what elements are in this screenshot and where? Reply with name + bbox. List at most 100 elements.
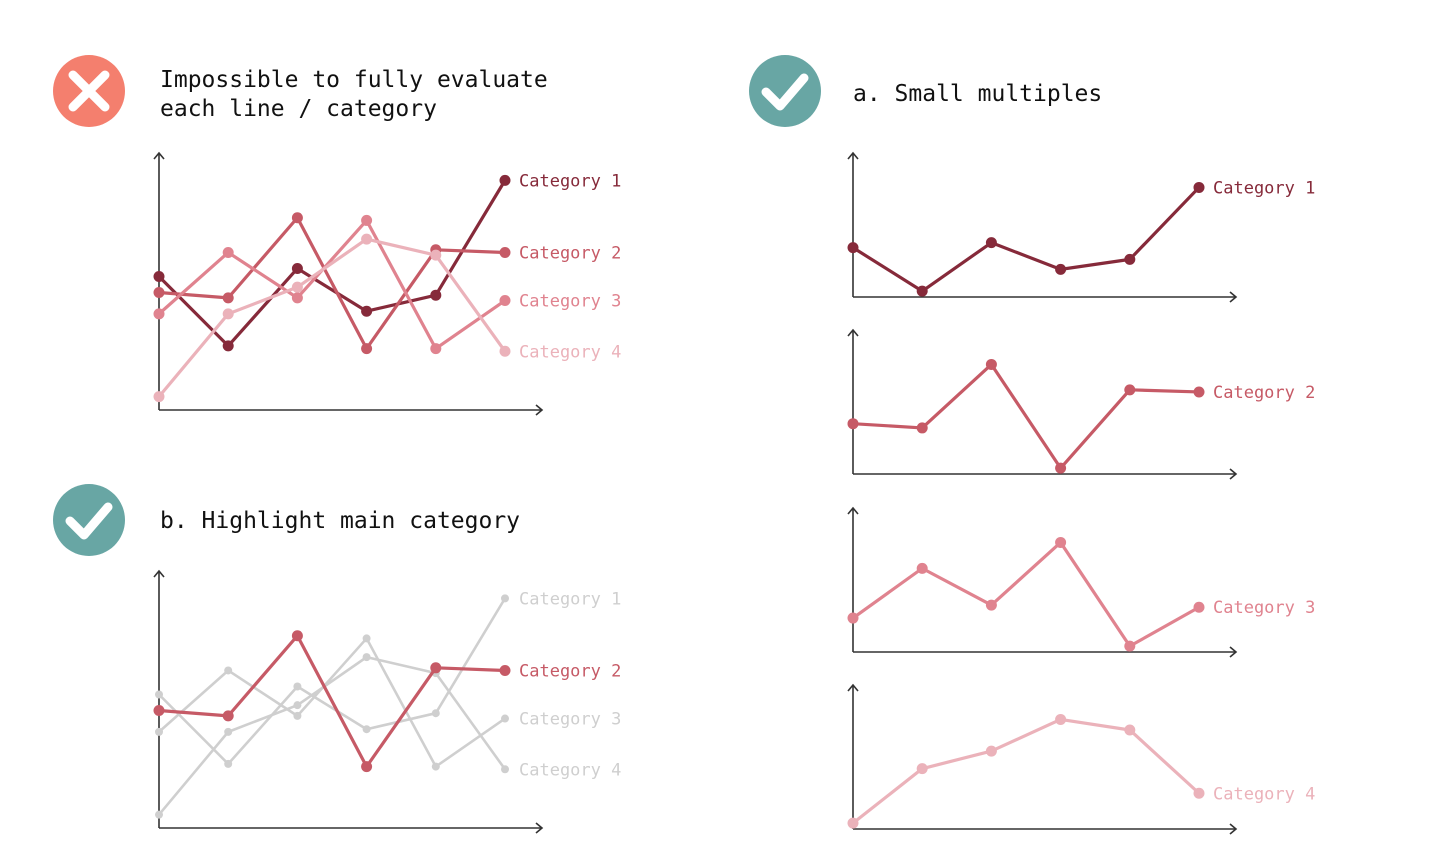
small-multiple-1: Category 1 [847,178,1315,297]
category-3-point [1055,536,1067,548]
category-4-point [155,810,163,819]
category-4-point [1193,787,1205,799]
category-1-point [224,759,233,768]
category-4-series: Category 4 [155,653,621,819]
category-2-point [847,418,859,430]
category-4-point [293,701,302,710]
category-4-point [501,765,509,774]
category-2-point [222,292,234,304]
small-multiple-1-axes [847,151,1238,303]
category-4-label: Category 4 [519,760,621,780]
small-multiple-2-axes [847,328,1238,480]
category-1-point [291,262,303,274]
category-4-point [153,391,165,403]
small-multiple-3: Category 3 [847,536,1315,652]
small-multiples-title: a. Small multiples [853,81,1102,107]
category-2-point [1055,462,1067,474]
category-3-line [851,540,1201,648]
category-1-point [1124,253,1136,265]
category-2-point [291,630,303,642]
category-1-point [155,690,163,699]
category-2-series: Category 2 [153,630,621,773]
category-1-point [1193,181,1205,193]
category-2-line [157,216,507,351]
category-4-point [847,817,859,829]
category-3-point [431,762,440,771]
category-2-point [361,343,373,355]
category-1-line [851,185,1201,293]
category-2-label: Category 2 [519,661,621,681]
category-3-point [361,214,373,226]
category-1-point [501,594,509,603]
category-4-point [1055,713,1067,725]
category-3-label: Category 3 [519,292,621,312]
category-2-point [499,664,511,676]
category-1-point [985,237,997,249]
category-3-point [916,562,928,574]
cross-icon [53,55,125,127]
category-2-point [153,287,165,299]
category-2-point [1193,386,1205,398]
category-1-label: Category 1 [1213,178,1315,198]
category-1-label: Category 1 [519,589,621,609]
category-1-point [1055,263,1067,275]
category-3-point [985,599,997,611]
category-1-point [499,174,511,186]
category-1-point [431,709,440,718]
category-3-point [222,246,234,258]
category-4-point [499,345,511,357]
small-multiple-3-axes [847,506,1238,658]
category-2-point [985,358,997,370]
small-multiples-chart: Category 1 Category 2 Category 3 Category 4 [847,178,1315,829]
category-4-point [916,763,928,775]
category-4-label: Category 4 [519,342,621,362]
category-4-line [157,655,507,816]
category-3-point [153,308,165,320]
category-2-point [499,246,511,258]
category-2-point [430,662,442,674]
category-1-series: Category 1 [153,171,621,352]
category-3-point [155,727,163,736]
category-1-point [222,340,234,352]
highlight-chart: Category 1 Category 3 Category 4 Category 2 [153,589,621,819]
category-4-point [1124,724,1136,736]
category-3-series: Category 3 [153,214,621,355]
category-2-line [851,362,1201,470]
category-2-point [916,422,928,434]
highlight-chart-axes [153,569,544,834]
category-3-line [157,218,507,351]
category-3-point [499,295,511,307]
small-multiple-4-axes [847,683,1238,835]
category-2-point [153,705,165,717]
category-2-series: Category 2 [153,212,621,355]
category-1-point [847,242,859,254]
category-1-point [430,289,442,301]
category-3-point [501,714,509,723]
category-4-point [222,308,234,320]
category-4-line [851,717,1201,825]
category-1-point [362,725,371,734]
combined-chart: Category 1 Category 2 Category 3 Category 4 [153,171,621,403]
category-1-line [157,597,507,766]
category-3-point [1124,640,1136,652]
category-4-point [291,281,303,293]
category-2-label: Category 2 [1213,383,1315,403]
bad-title-line2: each line / category [160,96,437,122]
category-4-point [362,653,371,662]
category-1-label: Category 1 [519,171,621,191]
small-multiple-2: Category 2 [847,358,1315,474]
category-1-point [916,285,928,297]
category-3-series: Category 3 [155,634,621,771]
category-3-point [847,612,859,624]
category-4-line [157,237,507,399]
category-3-label: Category 3 [1213,598,1315,618]
check-icon [53,484,125,556]
bad-title-line1: Impossible to fully evaluate [160,67,548,93]
category-3-label: Category 3 [519,710,621,730]
category-2-label: Category 2 [519,243,621,263]
category-3-point [291,292,303,304]
category-2-point [361,761,373,773]
category-2-line [157,634,507,769]
category-3-point [430,343,442,355]
